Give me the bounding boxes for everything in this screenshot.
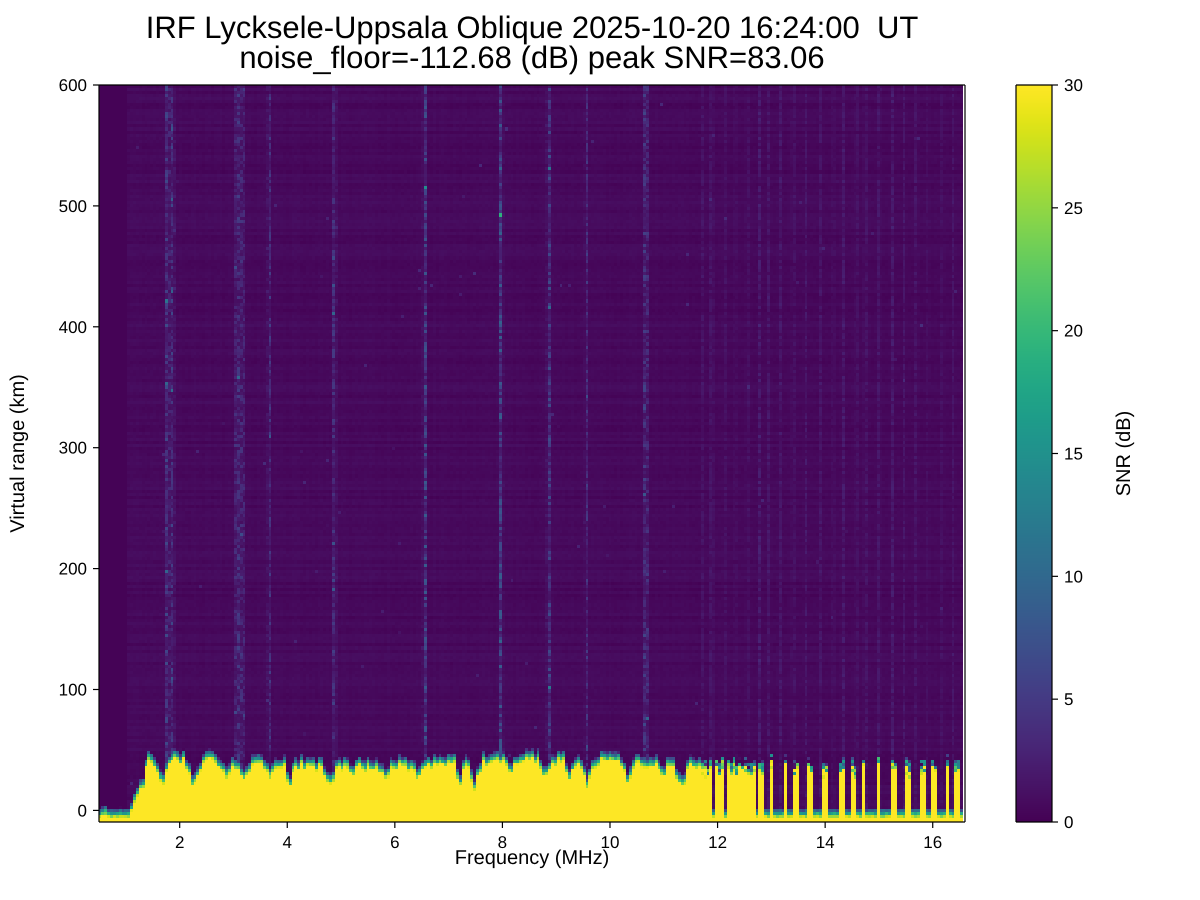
- svg-text:10: 10: [1064, 567, 1083, 586]
- svg-text:100: 100: [59, 681, 87, 700]
- svg-text:Frequency (MHz): Frequency (MHz): [455, 847, 609, 869]
- svg-text:30: 30: [1064, 76, 1083, 95]
- svg-text:2: 2: [175, 833, 184, 852]
- svg-text:16: 16: [923, 833, 942, 852]
- svg-text:6: 6: [390, 833, 399, 852]
- svg-text:10: 10: [601, 833, 620, 852]
- svg-text:5: 5: [1064, 690, 1073, 709]
- svg-text:400: 400: [59, 318, 87, 337]
- svg-text:15: 15: [1064, 445, 1083, 464]
- svg-text:4: 4: [283, 833, 292, 852]
- svg-text:200: 200: [59, 560, 87, 579]
- svg-text:20: 20: [1064, 322, 1083, 341]
- svg-text:0: 0: [78, 801, 87, 820]
- svg-text:14: 14: [816, 833, 835, 852]
- svg-text:0: 0: [1064, 813, 1073, 832]
- svg-text:SNR (dB): SNR (dB): [1113, 411, 1135, 497]
- svg-text:600: 600: [59, 76, 87, 95]
- svg-text:Virtual range (km): Virtual range (km): [7, 374, 29, 533]
- svg-text:8: 8: [498, 833, 507, 852]
- svg-text:300: 300: [59, 439, 87, 458]
- svg-text:25: 25: [1064, 199, 1083, 218]
- svg-text:500: 500: [59, 197, 87, 216]
- svg-text:12: 12: [708, 833, 727, 852]
